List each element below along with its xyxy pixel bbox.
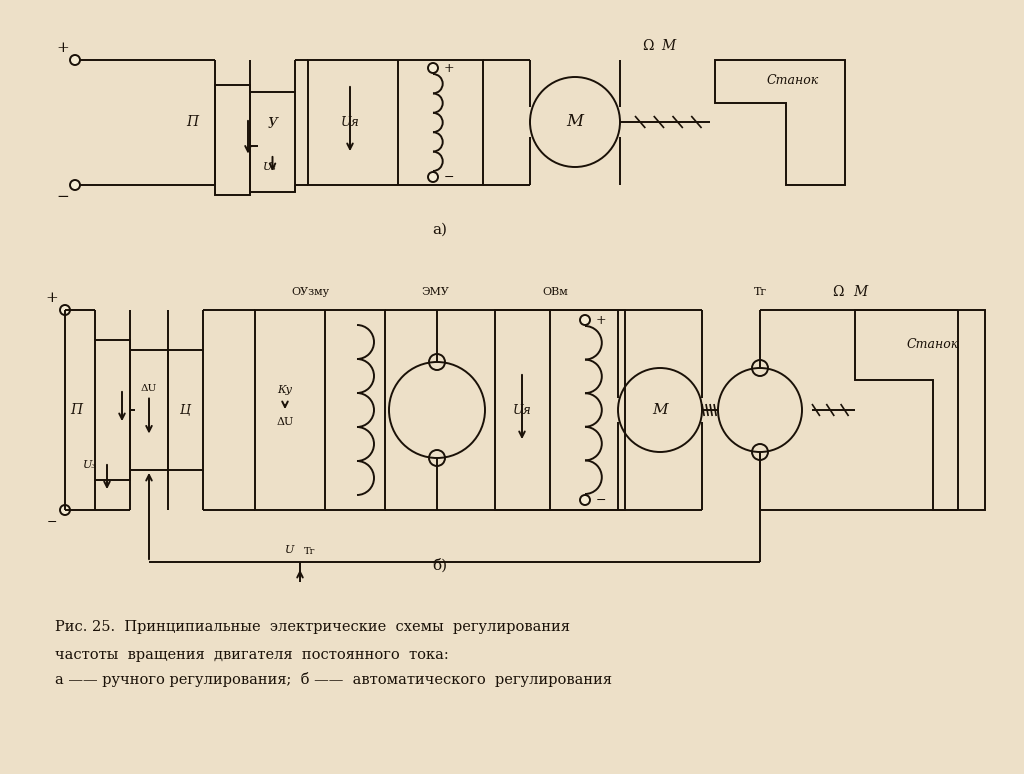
Text: ЭМУ: ЭМУ (421, 287, 449, 297)
Text: U₃: U₃ (262, 162, 276, 172)
Text: U: U (286, 545, 295, 555)
Circle shape (428, 63, 438, 73)
Text: Ц: Ц (180, 403, 190, 416)
Bar (250, 92, 295, 192)
Text: Ω: Ω (833, 285, 844, 299)
Text: Станок: Станок (907, 338, 959, 351)
Bar (95, 340, 130, 480)
Text: П: П (186, 115, 198, 129)
Text: +: + (596, 313, 606, 327)
Text: М: М (853, 285, 867, 299)
Text: Uя: Uя (513, 403, 531, 416)
Text: +: + (443, 61, 455, 74)
Bar (130, 350, 168, 470)
Circle shape (60, 505, 70, 515)
Text: U₃: U₃ (83, 460, 97, 470)
Circle shape (70, 180, 80, 190)
Text: −: − (56, 190, 70, 204)
Bar (215, 85, 250, 195)
Bar (495, 310, 625, 510)
Text: Ку: Ку (278, 385, 293, 395)
Text: Тг: Тг (754, 287, 767, 297)
Bar (168, 350, 203, 470)
Text: ОУзму: ОУзму (291, 287, 329, 297)
Text: а): а) (432, 223, 447, 237)
Circle shape (580, 495, 590, 505)
Circle shape (60, 305, 70, 315)
Text: +: + (56, 41, 70, 55)
Text: М: М (566, 114, 584, 131)
Text: ΔU: ΔU (276, 417, 294, 427)
Text: а —— ручного регулирования;  б ——  автоматического  регулирования: а —— ручного регулирования; б —— автомат… (55, 672, 612, 687)
Text: +: + (46, 291, 58, 305)
Text: −: − (47, 515, 57, 529)
Bar (308, 60, 483, 185)
Text: Рис. 25.  Принципиальные  электрические  схемы  регулирования: Рис. 25. Принципиальные электрические сх… (55, 620, 570, 634)
Text: ΔU: ΔU (141, 384, 157, 393)
Text: частоты  вращения  двигателя  постоянного  тока:: частоты вращения двигателя постоянного т… (55, 648, 449, 662)
Text: −: − (596, 494, 606, 506)
Text: У: У (267, 117, 278, 131)
Text: М: М (652, 403, 668, 417)
Text: Uя: Uя (341, 115, 359, 128)
Text: Ω: Ω (642, 39, 653, 53)
Text: Станок: Станок (767, 74, 819, 87)
Text: М: М (660, 39, 675, 53)
Circle shape (70, 55, 80, 65)
Circle shape (428, 172, 438, 182)
Text: ОВм: ОВм (542, 287, 568, 297)
Text: б): б) (432, 558, 447, 572)
Text: П: П (70, 403, 82, 417)
Circle shape (580, 315, 590, 325)
Text: −: − (443, 170, 455, 183)
Text: Тг: Тг (304, 547, 315, 557)
Bar (255, 310, 385, 510)
